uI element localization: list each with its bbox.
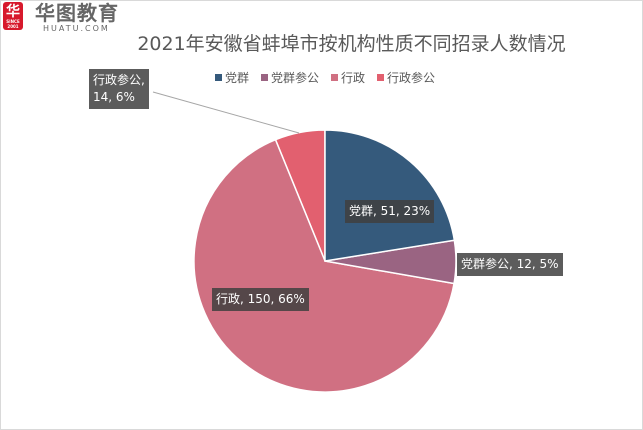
legend-swatch <box>215 74 222 81</box>
legend-label: 党群 <box>225 71 250 85</box>
data-label-dangqun-cangong: 党群参公, 12, 5% <box>457 253 563 276</box>
logo-en: HUATU.COM <box>43 24 110 33</box>
logo-since: SINCE 2001 <box>6 19 20 29</box>
legend-swatch <box>377 74 385 81</box>
legend: 党群 党群参公 行政 行政参公 <box>215 69 435 86</box>
logo-mark: 华 SINCE 2001 <box>3 2 23 30</box>
logo-mark-glyph: 华 <box>6 4 20 20</box>
chart-title: 2021年安徽省蚌埠市按机构性质不同招录人数情况 <box>137 33 566 55</box>
legend-label: 行政参公 <box>387 71 436 85</box>
pie-slice-1 <box>324 129 456 262</box>
logo-cn: 华图教育 <box>35 1 119 25</box>
legend-swatch <box>261 74 269 81</box>
data-label-xingzheng: 行政, 150, 66% <box>212 288 309 311</box>
legend-item: 行政 <box>331 69 365 86</box>
pie-slice-3 <box>193 138 455 393</box>
legend-item: 党群参公 <box>261 69 319 86</box>
legend-label: 行政 <box>341 71 366 85</box>
data-label-dangqun: 党群, 51, 23% <box>345 200 435 223</box>
legend-item: 党群 <box>215 69 249 86</box>
legend-item: 行政参公 <box>377 69 435 86</box>
legend-swatch <box>331 74 339 81</box>
huatu-logo: 华 SINCE 2001 华图教育 HUATU.COM <box>3 2 119 33</box>
legend-label: 党群参公 <box>271 71 320 85</box>
leader-line <box>152 91 300 134</box>
data-label-xingzheng-cangong: 行政参公, 14, 6% <box>89 69 149 109</box>
